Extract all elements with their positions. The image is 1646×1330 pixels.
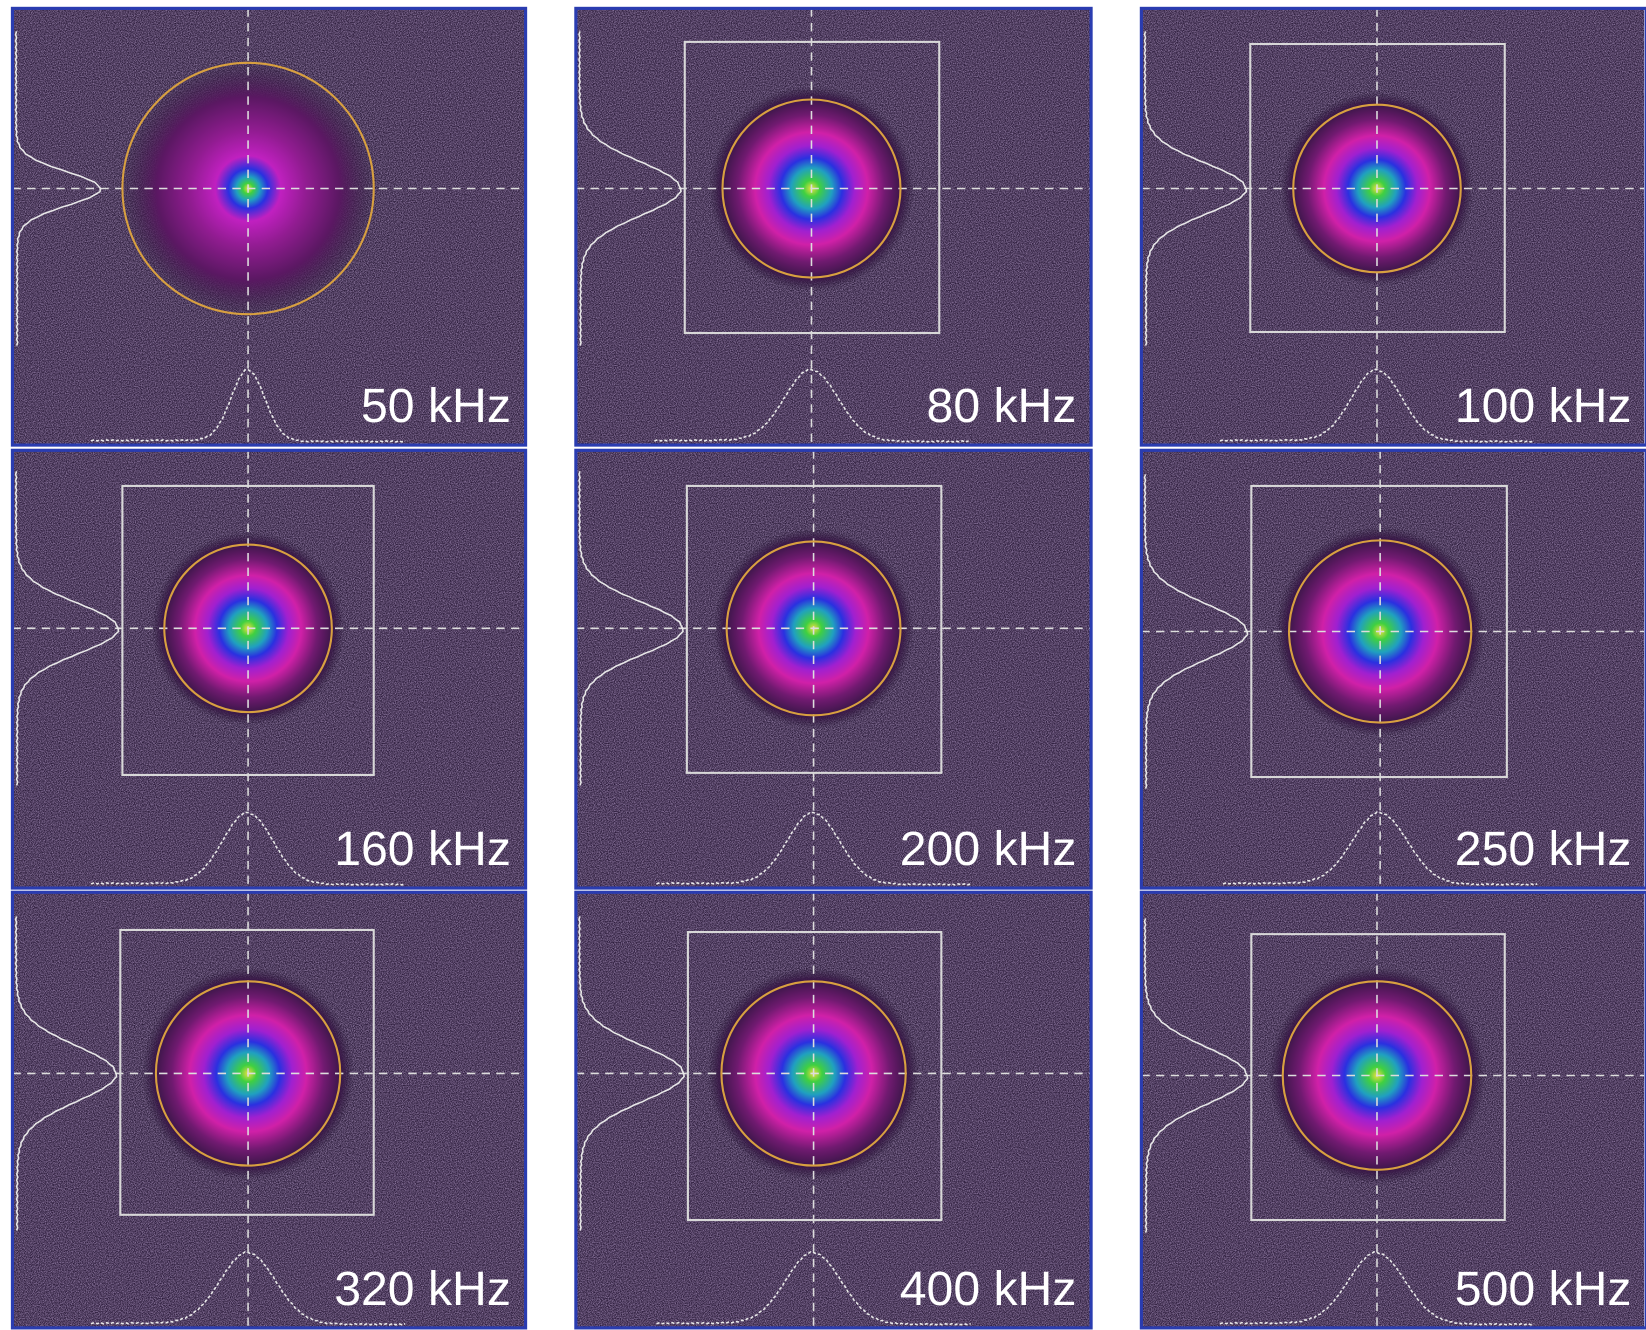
roi-box xyxy=(1250,933,1506,1222)
fit-circle xyxy=(121,61,375,316)
horizontal-profile xyxy=(1222,811,1538,886)
frequency-label: 160 kHz xyxy=(334,822,511,876)
vertical-profile xyxy=(1143,31,1248,346)
frequency-label: 320 kHz xyxy=(334,1262,511,1316)
horizontal-profile xyxy=(90,811,406,886)
roi-box xyxy=(119,928,375,1216)
vertical-profile xyxy=(1143,474,1249,789)
roi-box xyxy=(121,484,375,777)
beam-panel: 50 kHz xyxy=(12,8,526,446)
fit-circle xyxy=(720,980,907,1167)
panel-border xyxy=(1139,6,1646,447)
panel-border xyxy=(10,890,528,1330)
horizontal-profile xyxy=(1219,1251,1535,1326)
beam-panel: 80 kHz xyxy=(575,8,1092,446)
horizontal-profile xyxy=(1219,368,1535,443)
panel-border xyxy=(574,6,1093,447)
frequency-label: 500 kHz xyxy=(1455,1262,1632,1316)
panel-border xyxy=(574,890,1093,1330)
fit-circle xyxy=(163,543,333,714)
vertical-profile xyxy=(14,471,120,786)
fit-circle xyxy=(154,980,342,1167)
beam-panel: 250 kHz xyxy=(1141,450,1645,889)
horizontal-profile xyxy=(656,811,971,886)
roi-box xyxy=(1249,42,1506,334)
frequency-label: 100 kHz xyxy=(1455,379,1632,433)
vertical-profile xyxy=(14,31,102,346)
fit-circle xyxy=(1292,103,1462,274)
beam-panel: 320 kHz xyxy=(12,892,526,1328)
fit-circle xyxy=(1281,980,1473,1171)
beam-panel: 200 kHz xyxy=(575,450,1092,889)
roi-box xyxy=(1250,484,1508,779)
roi-box xyxy=(686,930,943,1222)
roi-box xyxy=(683,40,941,335)
frequency-label: 200 kHz xyxy=(900,822,1077,876)
vertical-profile xyxy=(14,916,118,1231)
beam-panel: 400 kHz xyxy=(575,892,1092,1328)
fit-circle xyxy=(721,98,902,279)
panel-border xyxy=(1139,448,1646,890)
beam-panel: 160 kHz xyxy=(12,450,526,889)
horizontal-profile xyxy=(90,1251,406,1326)
horizontal-profile xyxy=(654,368,969,443)
fit-circle xyxy=(725,540,902,717)
horizontal-profile xyxy=(90,368,406,443)
vertical-profile xyxy=(578,471,684,786)
roi-box xyxy=(685,484,943,774)
vertical-profile xyxy=(578,31,682,346)
panel-border xyxy=(1139,890,1646,1330)
beam-panel: 500 kHz xyxy=(1141,892,1645,1328)
vertical-profile xyxy=(578,916,685,1231)
frequency-label: 400 kHz xyxy=(900,1262,1077,1316)
frequency-label: 50 kHz xyxy=(361,379,511,433)
horizontal-profile xyxy=(656,1251,971,1326)
panel-border xyxy=(10,6,528,447)
panel-border xyxy=(574,448,1093,890)
beam-panel: 100 kHz xyxy=(1141,8,1645,446)
frequency-label: 80 kHz xyxy=(927,379,1077,433)
frequency-label: 250 kHz xyxy=(1455,822,1632,876)
panel-border xyxy=(10,448,528,890)
fit-circle xyxy=(1287,539,1473,724)
vertical-profile xyxy=(1143,918,1249,1233)
